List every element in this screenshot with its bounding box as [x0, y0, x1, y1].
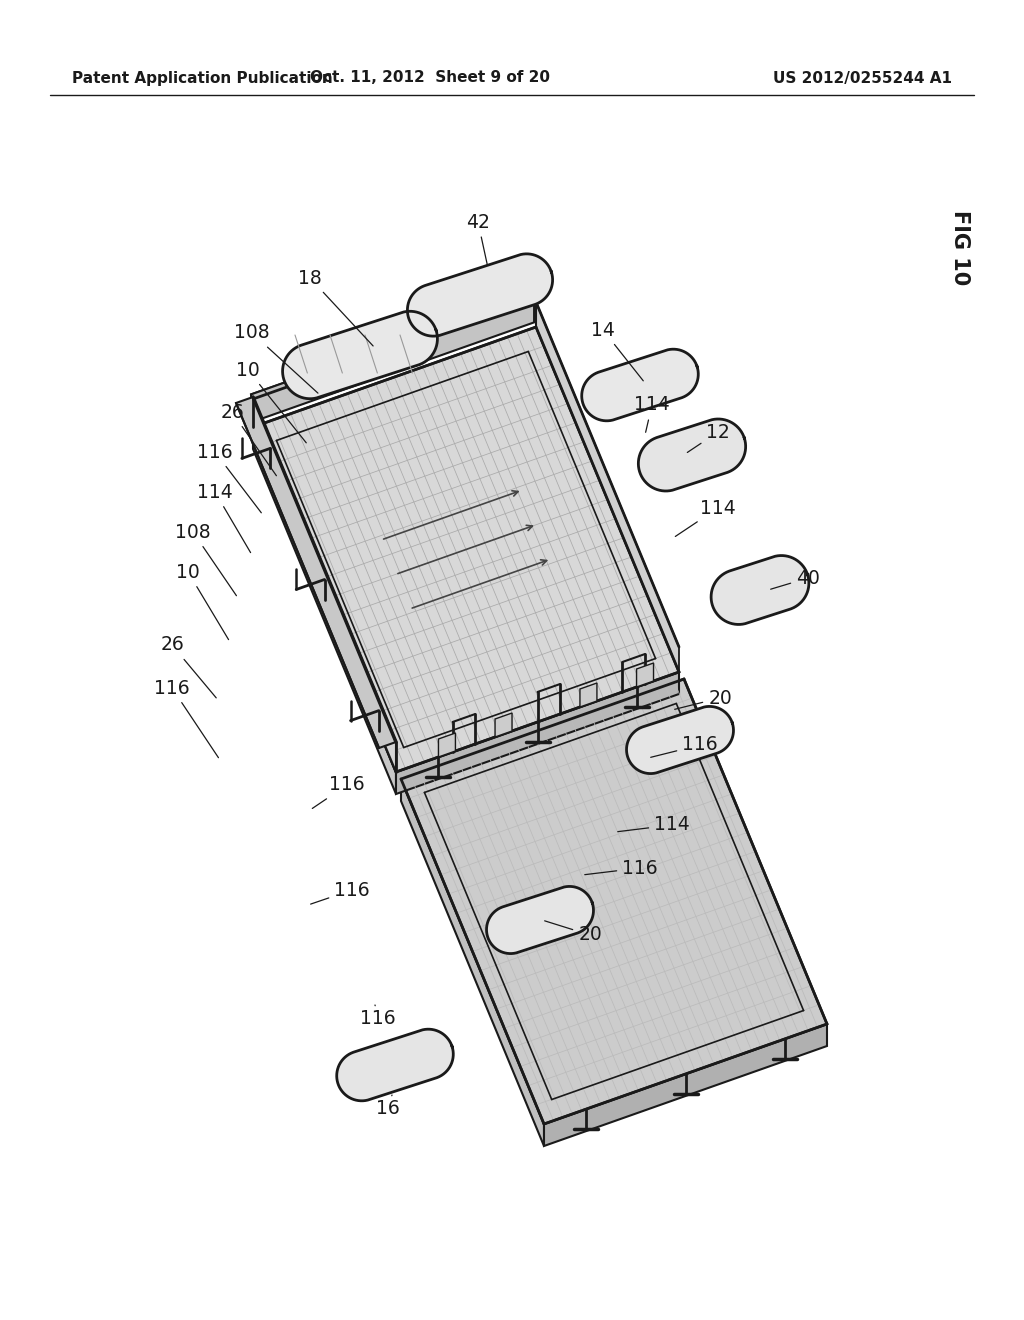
Polygon shape — [627, 706, 733, 774]
Text: 116: 116 — [310, 880, 370, 904]
Text: 20: 20 — [545, 921, 602, 945]
Polygon shape — [283, 312, 437, 399]
Text: 114: 114 — [198, 483, 251, 553]
Text: 20: 20 — [675, 689, 732, 709]
Polygon shape — [401, 779, 544, 1146]
Text: 114: 114 — [675, 499, 736, 536]
Polygon shape — [486, 887, 594, 953]
Polygon shape — [638, 418, 745, 491]
Polygon shape — [438, 733, 456, 756]
Text: 26: 26 — [160, 635, 216, 698]
Polygon shape — [536, 302, 679, 672]
Text: 116: 116 — [360, 1005, 396, 1027]
Polygon shape — [582, 350, 698, 421]
Text: 42: 42 — [466, 213, 489, 265]
Text: Oct. 11, 2012  Sheet 9 of 20: Oct. 11, 2012 Sheet 9 of 20 — [310, 70, 550, 86]
Text: 40: 40 — [771, 569, 820, 589]
Polygon shape — [495, 713, 512, 737]
Text: Patent Application Publication: Patent Application Publication — [72, 70, 333, 86]
Text: FIG 10: FIG 10 — [950, 210, 970, 285]
Text: 108: 108 — [234, 323, 317, 393]
Text: 114: 114 — [617, 816, 690, 834]
Polygon shape — [337, 1030, 454, 1101]
Polygon shape — [408, 253, 553, 337]
Text: 26: 26 — [220, 403, 276, 475]
Text: 10: 10 — [237, 360, 306, 442]
Text: 18: 18 — [298, 268, 373, 346]
Polygon shape — [251, 294, 535, 422]
Text: US 2012/0255244 A1: US 2012/0255244 A1 — [773, 70, 952, 86]
Polygon shape — [253, 327, 679, 772]
Text: 116: 116 — [155, 678, 218, 758]
Text: 12: 12 — [687, 422, 730, 453]
Polygon shape — [401, 678, 827, 1125]
Polygon shape — [251, 294, 536, 399]
Polygon shape — [253, 397, 396, 772]
Text: 16: 16 — [376, 1096, 400, 1118]
Text: 116: 116 — [585, 858, 657, 878]
Text: 114: 114 — [634, 396, 670, 432]
Polygon shape — [236, 397, 396, 748]
Text: 10: 10 — [176, 562, 228, 640]
Text: 116: 116 — [650, 735, 718, 758]
Polygon shape — [637, 663, 653, 686]
Text: 108: 108 — [175, 523, 237, 595]
Polygon shape — [544, 1024, 827, 1146]
Text: 116: 116 — [312, 776, 365, 808]
Polygon shape — [580, 682, 597, 708]
Polygon shape — [396, 672, 679, 795]
Polygon shape — [711, 556, 809, 624]
Polygon shape — [253, 426, 396, 795]
Text: 14: 14 — [591, 321, 643, 381]
Text: 116: 116 — [198, 442, 261, 512]
